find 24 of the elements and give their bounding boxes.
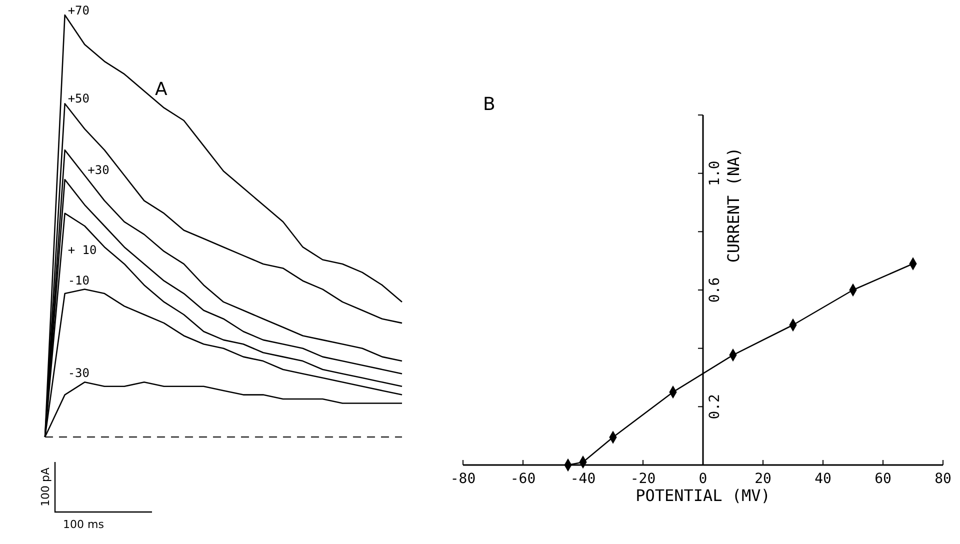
y-tick-label: 0.2 xyxy=(707,394,723,420)
x-tick-label: 60 xyxy=(874,471,892,487)
x-tick-label: 40 xyxy=(814,471,832,487)
x-tick-label: -60 xyxy=(510,471,536,487)
series-label: -30 xyxy=(68,366,90,380)
x-tick-label: 20 xyxy=(754,471,772,487)
chart-title: B xyxy=(483,94,496,115)
x-tick-label: -80 xyxy=(450,471,476,487)
series-label: -10 xyxy=(68,273,90,288)
y-axis-title: CURRENT (NA) xyxy=(724,147,743,263)
x-tick-label: -20 xyxy=(630,471,656,487)
series-label: +30 xyxy=(88,163,110,178)
text: A xyxy=(155,79,168,100)
x-tick-label: -40 xyxy=(570,471,596,487)
series-label: +50 xyxy=(68,91,90,106)
x-axis-title: POTENTIAL (MV) xyxy=(636,486,770,505)
x-tick-label: 80 xyxy=(934,471,952,487)
y-tick-label: 1.0 xyxy=(707,160,723,186)
x-tick-label: 0 xyxy=(698,471,708,487)
text: 100 pA xyxy=(39,467,52,506)
series-label: +70 xyxy=(68,3,90,18)
text: 100 ms xyxy=(63,518,104,531)
y-tick-label: 0.6 xyxy=(707,277,723,303)
series-label: + 10 xyxy=(68,243,97,258)
